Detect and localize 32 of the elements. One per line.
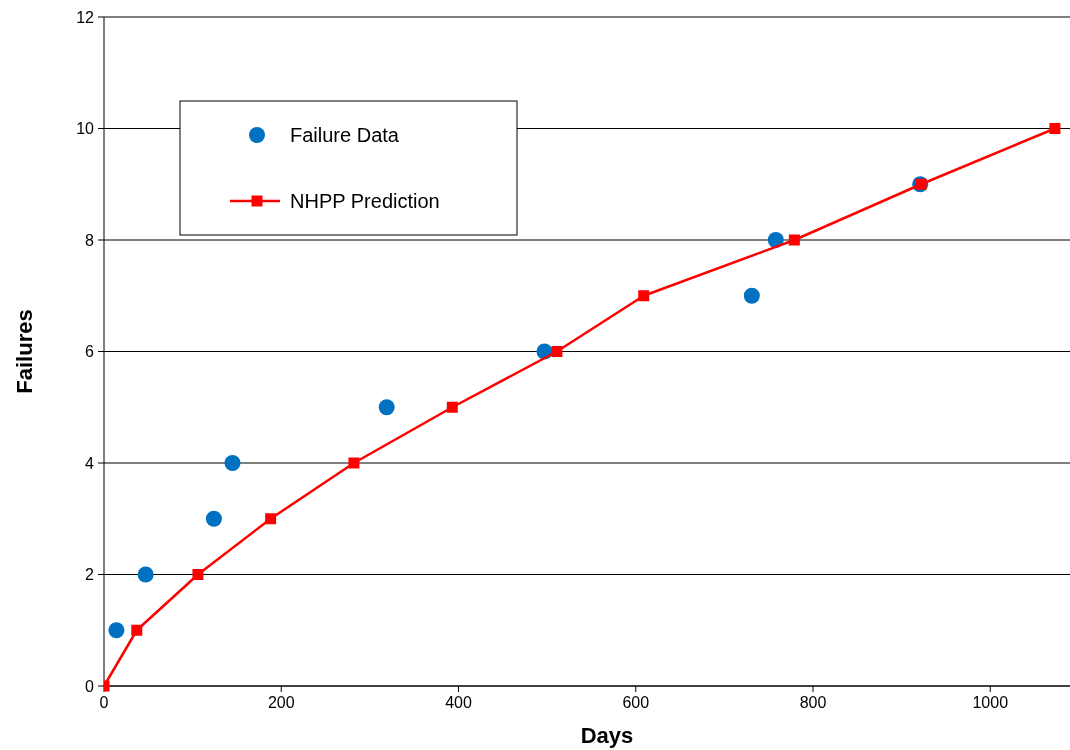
point (348, 457, 360, 469)
point (378, 399, 395, 416)
y-tick-label: 12 (76, 8, 95, 26)
x-tick-label: 800 (799, 694, 827, 711)
point (638, 290, 650, 302)
x-tick-label: 400 (445, 694, 472, 711)
y-tick-label: 2 (85, 566, 95, 584)
point (192, 569, 204, 580)
point (446, 401, 458, 413)
x-tick-label: 1000 (972, 694, 1009, 711)
x-tick-label: 600 (622, 694, 650, 711)
point (1049, 123, 1061, 134)
y-tick-label: 6 (85, 343, 95, 361)
y-tick-label: 10 (76, 120, 95, 138)
point (224, 455, 241, 471)
point (205, 510, 222, 527)
x-tick-label: 0 (99, 694, 109, 711)
legend-label: NHPP Prediction (290, 190, 440, 212)
legend-label: Failure Data (290, 124, 400, 146)
x-tick-label: 200 (267, 694, 295, 711)
y-tick-label: 8 (85, 231, 95, 249)
x-axis-title: Days (580, 723, 634, 748)
y-tick-label: 4 (85, 454, 95, 472)
point (265, 513, 277, 525)
point (108, 622, 125, 639)
point (137, 566, 154, 583)
point (551, 346, 563, 357)
point (743, 287, 760, 304)
point (131, 624, 143, 636)
point (788, 234, 800, 246)
y-tick-label: 0 (85, 677, 95, 695)
y-axis-title: Failures (12, 309, 37, 394)
